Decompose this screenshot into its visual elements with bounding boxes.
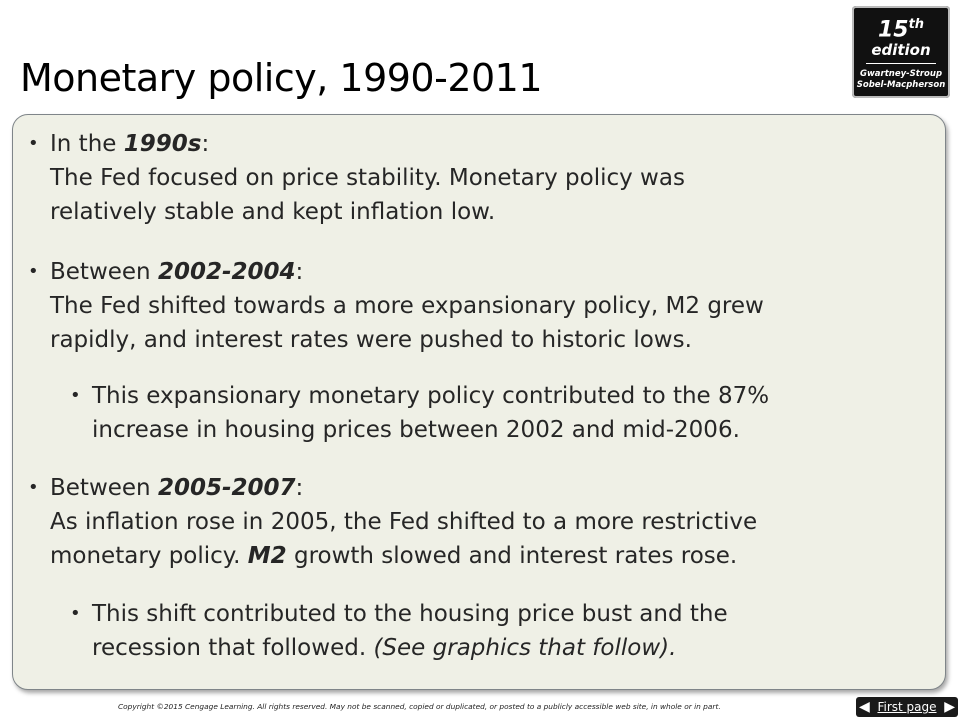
arrow-left-icon: ◀ xyxy=(859,699,870,715)
first-page-label: First page xyxy=(877,700,937,714)
slide-title: Monetary policy, 1990-2011 xyxy=(20,56,543,100)
bullet-dot-icon: • xyxy=(28,261,39,282)
bullet-dot-icon: • xyxy=(70,603,81,624)
edition-authors: Gwartney-Stroup Sobel-Macpherson xyxy=(856,69,946,91)
arrow-right-icon: ▶ xyxy=(944,699,955,715)
edition-number: 15th xyxy=(877,17,925,43)
sub-bullet-housing-increase: • This expansionary monetary policy cont… xyxy=(70,379,932,447)
bullet-2005-2007: • Between 2005-2007: As inflation rose i… xyxy=(28,471,930,573)
edition-badge: 15th edition Gwartney-Stroup Sobel-Macph… xyxy=(852,6,950,98)
copyright-notice: Copyright ©2015 Cengage Learning. All ri… xyxy=(118,702,721,711)
edition-word: edition xyxy=(871,41,931,60)
bullet-2002-2004: • Between 2002-2004: The Fed shifted tow… xyxy=(28,255,930,357)
first-page-button[interactable]: ◀ First page ▶ xyxy=(856,697,958,717)
sub-bullet-housing-bust: • This shift contributed to the housing … xyxy=(70,597,932,665)
edition-divider xyxy=(866,63,936,65)
content-box: • In the 1990s: The Fed focused on price… xyxy=(12,114,946,690)
bullet-1990s: • In the 1990s: The Fed focused on price… xyxy=(28,127,930,229)
bullet-dot-icon: • xyxy=(28,477,39,498)
bullet-dot-icon: • xyxy=(28,133,39,154)
bullet-dot-icon: • xyxy=(70,385,81,406)
